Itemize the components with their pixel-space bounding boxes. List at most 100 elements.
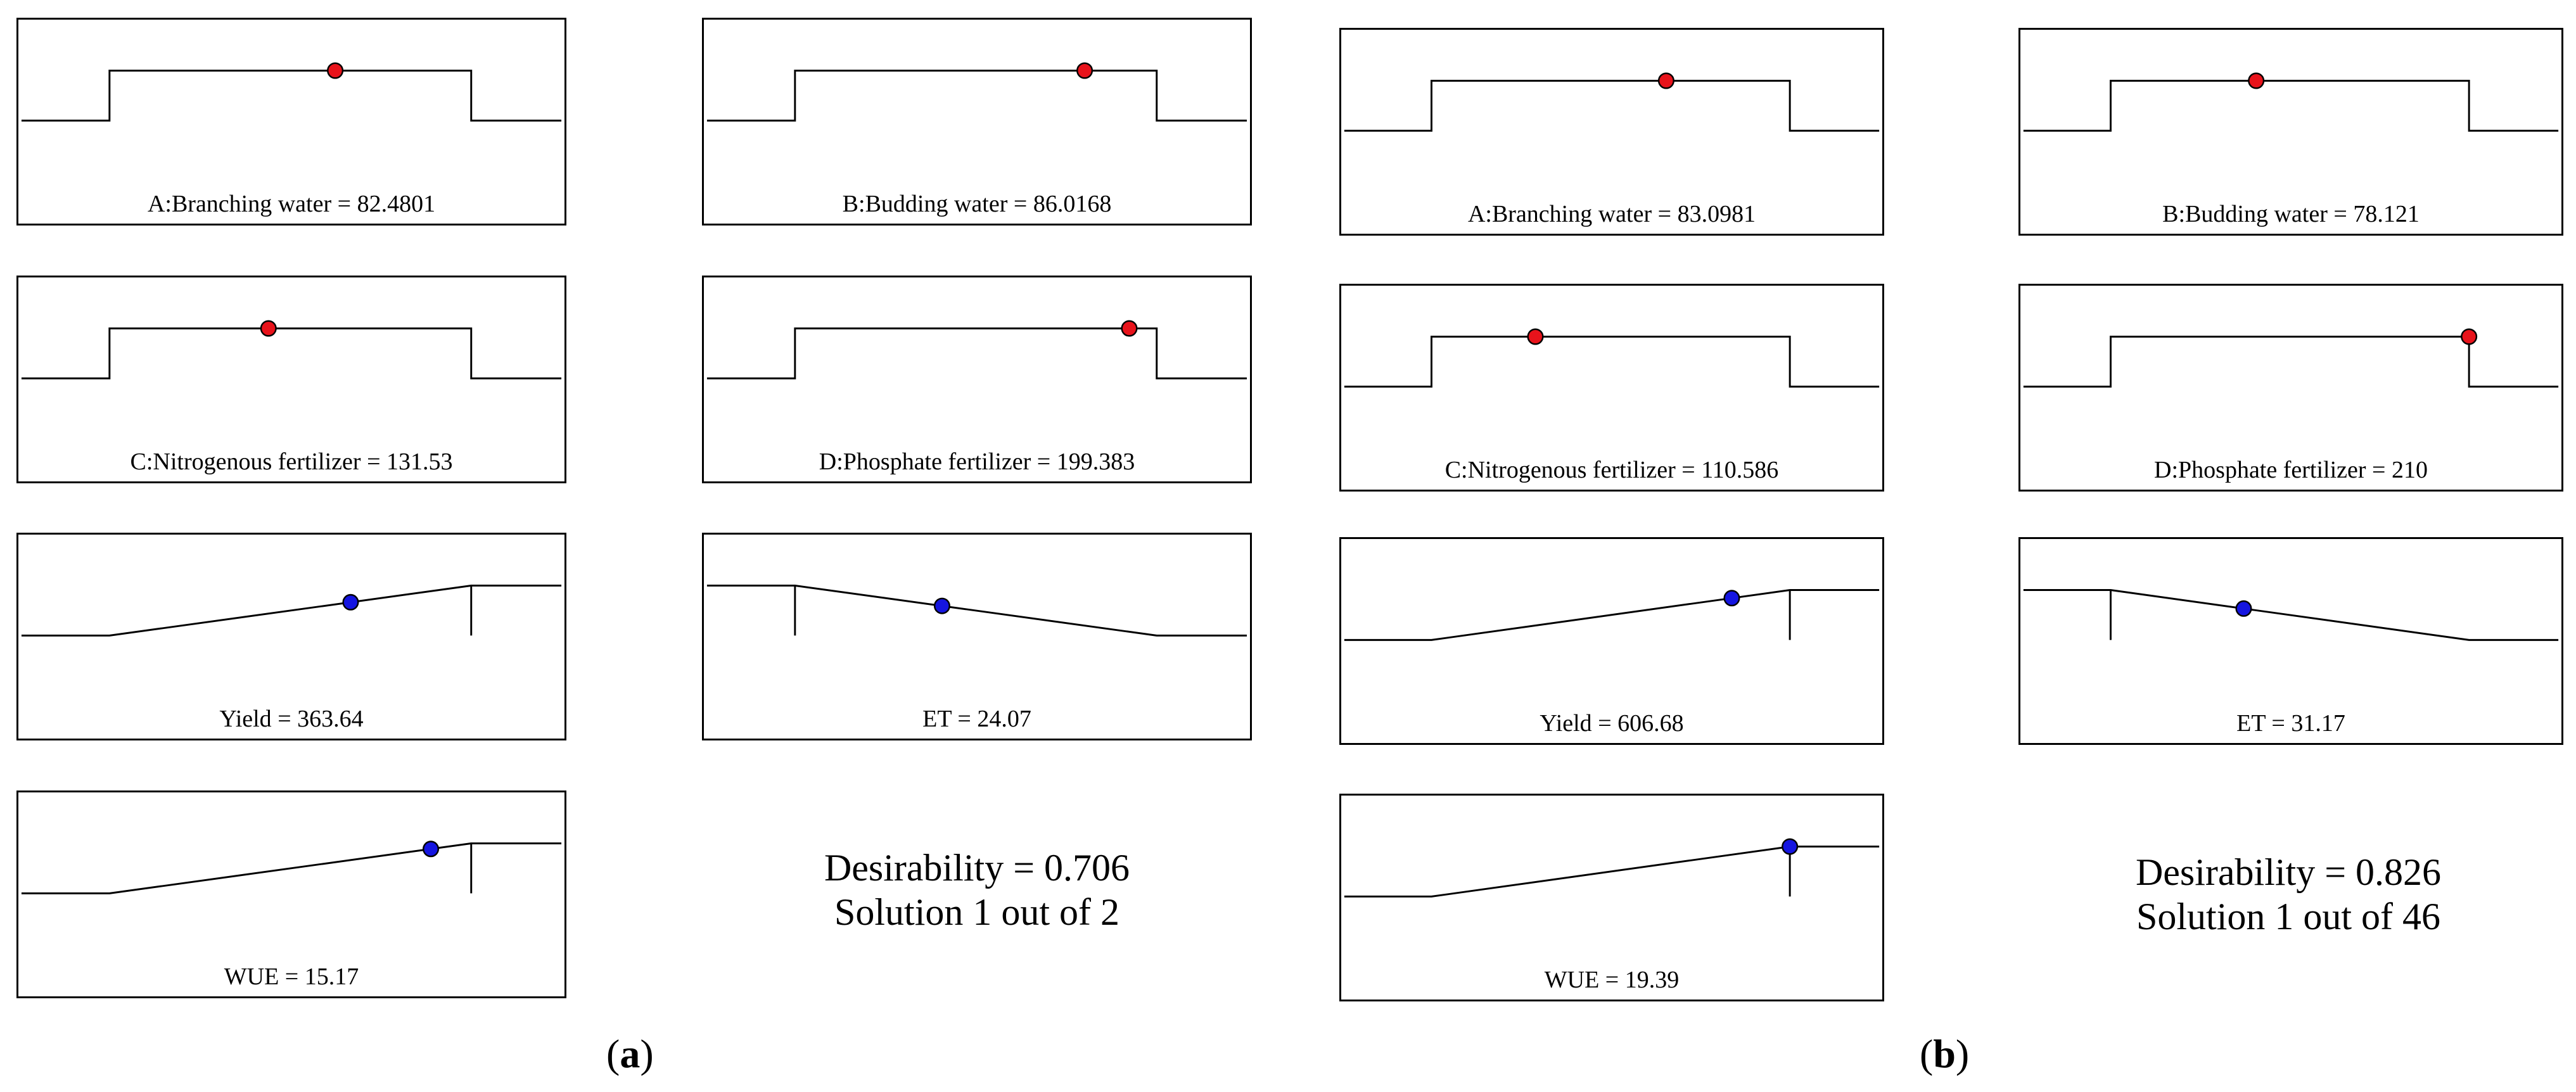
desirability-panel: C:Nitrogenous fertilizer = 110.586 [1339,284,1884,492]
optimum-marker [1657,72,1674,89]
optimum-value: 110.586 [1701,457,1779,484]
equals-sign: = [1591,710,1618,737]
desirability-curve [21,585,562,637]
optimum-marker [1527,328,1544,345]
desirability-text: Desirability = 0.826 [2135,851,2442,893]
panel-title: A:Branching water = 83.0981 [1341,202,1882,226]
desirability-curve [1344,336,1880,388]
summary-block: Desirability = 0.706 Solution 1 out of 2 [692,846,1262,934]
optimum-marker [260,320,277,337]
factor-name: WUE [1544,967,1600,994]
optimum-marker [2248,72,2265,89]
factor-name: ET [2236,710,2266,737]
desirability-plot [706,585,1247,637]
desirability-curve [706,327,1247,379]
optimum-marker [423,841,440,858]
panel-title: D:Phosphate fertilizer = 199.383 [704,450,1250,474]
desirability-plot [706,62,1247,122]
factor-name: B:Budding water [842,191,1008,218]
equals-sign: = [1599,967,1625,994]
optimum-value: 19.39 [1624,967,1680,994]
desirability-panel: Yield = 363.64 [16,533,566,740]
solution-text: Solution 1 out of 46 [2136,896,2441,937]
equals-sign: = [279,963,305,991]
desirability-panel: C:Nitrogenous fertilizer = 131.53 [16,276,566,483]
panel-title: ET = 31.17 [2020,711,2561,735]
desirability-plot [706,320,1247,379]
desirability-plot [2023,72,2559,132]
optimum-value: 210 [2391,457,2428,484]
optimum-value: 606.68 [1617,710,1684,737]
factor-name: Yield [1540,710,1592,737]
desirability-plot [1344,72,1880,132]
equals-sign: = [331,191,357,218]
optimum-value: 82.4801 [357,191,436,218]
equals-sign: = [1007,191,1033,218]
optimum-value: 363.64 [297,706,364,733]
desirability-curve [21,70,562,122]
optimum-value: 83.0981 [1677,201,1756,228]
desirability-curve [2023,336,2559,388]
desirability-plot [21,585,562,637]
panel-title: C:Nitrogenous fertilizer = 110.586 [1341,458,1882,482]
optimum-value: 78.121 [2353,201,2420,228]
desirability-plot [1344,589,1880,641]
optimum-marker [342,594,359,611]
desirability-panel: D:Phosphate fertilizer = 210 [2018,284,2563,492]
optimum-marker [1076,62,1094,79]
desirability-panel: A:Branching water = 83.0981 [1339,28,1884,236]
desirability-curve [2023,80,2559,132]
desirability-plot [2023,328,2559,388]
equals-sign: = [951,706,978,733]
desirability-plot [2023,589,2559,641]
desirability-curve [21,842,562,894]
optimum-marker [1782,838,1799,855]
desirability-panel: B:Budding water = 86.0168 [702,18,1252,225]
equals-sign: = [271,706,298,733]
optimum-marker [1723,590,1740,607]
panel-title: Yield = 606.68 [1341,711,1882,735]
panel-title: ET = 24.07 [704,707,1250,731]
optimum-marker [2235,600,2252,617]
panel-title: A:Branching water = 82.4801 [18,192,564,216]
subfigure-caption: (a) [606,1031,654,1076]
equals-sign: = [1031,448,1057,476]
optimum-value: 24.07 [977,706,1031,733]
optimum-marker [933,597,950,614]
factor-name: A:Branching water [1467,201,1652,228]
desirability-panel: WUE = 15.17 [16,790,566,998]
panel-title: B:Budding water = 78.121 [2020,202,2561,226]
panel-title: WUE = 15.17 [18,965,564,989]
desirability-curve [706,585,1247,637]
factor-name: D:Phosphate fertilizer [2154,457,2366,484]
desirability-curve [706,70,1247,122]
desirability-panel: B:Budding water = 78.121 [2018,28,2563,236]
desirability-panel: Yield = 606.68 [1339,537,1884,745]
desirability-panel: WUE = 19.39 [1339,794,1884,1001]
desirability-plot [21,320,562,379]
caption-letter: a [620,1031,641,1076]
factor-name: B:Budding water [2162,201,2328,228]
subfigure-caption: (b) [1920,1031,1970,1076]
equals-sign: = [360,448,386,476]
desirability-curve [1344,589,1880,641]
desirability-curve [1344,846,1880,898]
desirability-text: Desirability = 0.706 [824,847,1130,889]
desirability-plot [1344,328,1880,388]
summary-block: Desirability = 0.826 Solution 1 out of 46 [2003,850,2573,939]
desirability-plot [1344,838,1880,898]
desirability-panel: D:Phosphate fertilizer = 199.383 [702,276,1252,483]
equals-sign: = [1675,457,1702,484]
desirability-panel: ET = 24.07 [702,533,1252,740]
equals-sign: = [2265,710,2292,737]
optimum-value: 199.383 [1056,448,1135,476]
factor-name: A:Branching water [147,191,332,218]
optimum-marker [2461,328,2478,345]
factor-name: ET [922,706,952,733]
panel-title: C:Nitrogenous fertilizer = 131.53 [18,450,564,474]
panel-title: B:Budding water = 86.0168 [704,192,1250,216]
solution-text: Solution 1 out of 2 [834,891,1120,933]
equals-sign: = [2327,201,2354,228]
optimum-value: 86.0168 [1033,191,1112,218]
optimum-value: 131.53 [386,448,453,476]
